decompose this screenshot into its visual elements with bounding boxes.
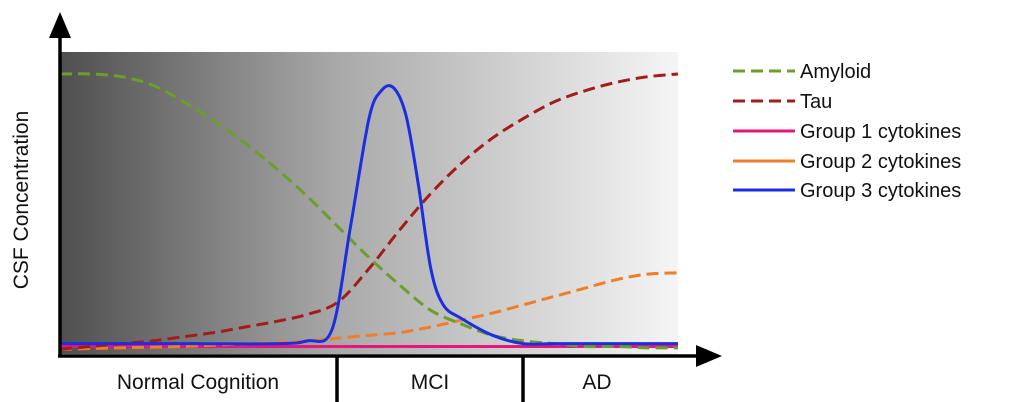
legend-label-group2: Group 2 cytokines bbox=[800, 151, 961, 173]
x-axis-arrow bbox=[696, 345, 722, 367]
y-axis-arrow bbox=[49, 12, 71, 38]
y-axis-label: CSF Concentration bbox=[10, 111, 33, 290]
stage-label-normal: Normal Cognition bbox=[117, 371, 279, 394]
stage-label-mci: MCI bbox=[411, 371, 450, 394]
plot-background bbox=[60, 52, 678, 354]
legend-label-amyloid: Amyloid bbox=[800, 61, 871, 83]
series-layer bbox=[59, 72, 679, 351]
series-line-group-3-cytokines bbox=[60, 84, 678, 346]
stage-label-ad: AD bbox=[582, 371, 611, 394]
legend: Amyloid Tau Group 1 cytokines Group 2 cy… bbox=[733, 61, 961, 202]
series-line-tau bbox=[59, 72, 679, 351]
legend-label-group3: Group 3 cytokines bbox=[800, 180, 961, 202]
legend-label-group1: Group 1 cytokines bbox=[800, 121, 961, 143]
series-line-amyloid bbox=[59, 72, 679, 350]
legend-label-tau: Tau bbox=[800, 91, 832, 113]
